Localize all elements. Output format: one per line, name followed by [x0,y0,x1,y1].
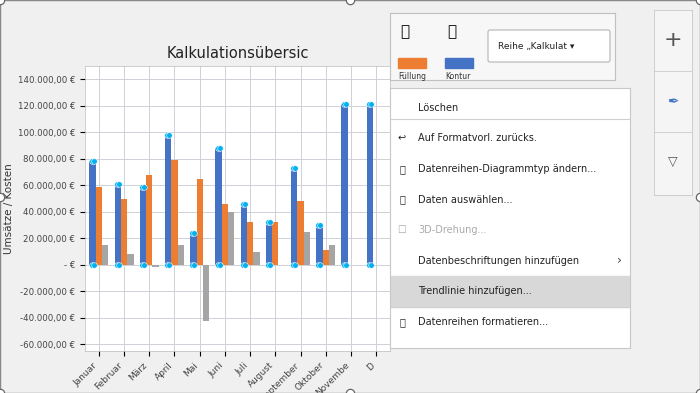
Text: +: + [664,29,682,50]
Text: 🖊: 🖊 [447,24,456,40]
Bar [272,222,279,265]
Bar [140,187,146,265]
Bar [266,222,272,265]
Bar [390,276,630,307]
Text: 🎨: 🎨 [399,317,405,327]
Text: Reihe „Kalkulat ▾: Reihe „Kalkulat ▾ [498,42,575,50]
Bar [216,148,222,265]
Bar [172,160,178,265]
Bar [153,265,159,268]
Bar [102,245,108,265]
Text: Kontur: Kontur [445,72,470,81]
Bar [342,105,348,265]
Bar [127,254,134,265]
Bar [90,162,96,265]
Text: 📊: 📊 [399,164,405,174]
Text: ✒: ✒ [667,95,679,110]
Text: 📋: 📋 [399,195,405,205]
Bar [304,232,310,265]
Bar [165,135,172,265]
Text: Löschen: Löschen [418,103,458,113]
Bar [329,245,335,265]
Bar [316,225,323,265]
Text: ☐: ☐ [398,225,407,235]
Bar [253,252,260,265]
FancyBboxPatch shape [488,30,610,62]
Bar [241,204,247,265]
Bar [96,187,102,265]
Bar [247,222,253,265]
Bar [291,168,298,265]
Title: Kalkulationsübersic: Kalkulationsübersic [167,46,309,61]
Bar [203,265,209,321]
Bar [298,201,304,265]
Text: Daten auswählen...: Daten auswählen... [418,195,512,205]
Text: Füllung: Füllung [398,72,426,81]
Y-axis label: Umsätze / Kosten: Umsätze / Kosten [4,163,13,254]
Text: Auf Formatvorl. zurücks.: Auf Formatvorl. zurücks. [418,134,537,143]
Bar [228,212,235,265]
Text: ↩: ↩ [398,134,406,143]
Bar [445,58,473,68]
Text: Datenbeschriftungen hinzufügen: Datenbeschriftungen hinzufügen [418,256,579,266]
Text: Trendlinie hinzufügen...: Trendlinie hinzufügen... [418,286,532,296]
Text: 🖌: 🖌 [400,24,410,40]
Bar [197,179,203,265]
Bar [398,58,426,68]
Bar [178,245,184,265]
Bar [323,250,329,265]
Bar [222,204,228,265]
Bar [367,105,373,265]
Bar [146,175,153,265]
Bar [121,198,127,265]
Text: 3D-Drehung...: 3D-Drehung... [418,225,486,235]
Text: Datenreihen-Diagrammtyp ändern...: Datenreihen-Diagrammtyp ändern... [418,164,596,174]
Bar [190,233,197,265]
Text: Datenreihen formatieren...: Datenreihen formatieren... [418,317,548,327]
Text: ▽: ▽ [668,155,678,168]
Bar [115,184,121,265]
Text: ›: › [617,254,622,267]
